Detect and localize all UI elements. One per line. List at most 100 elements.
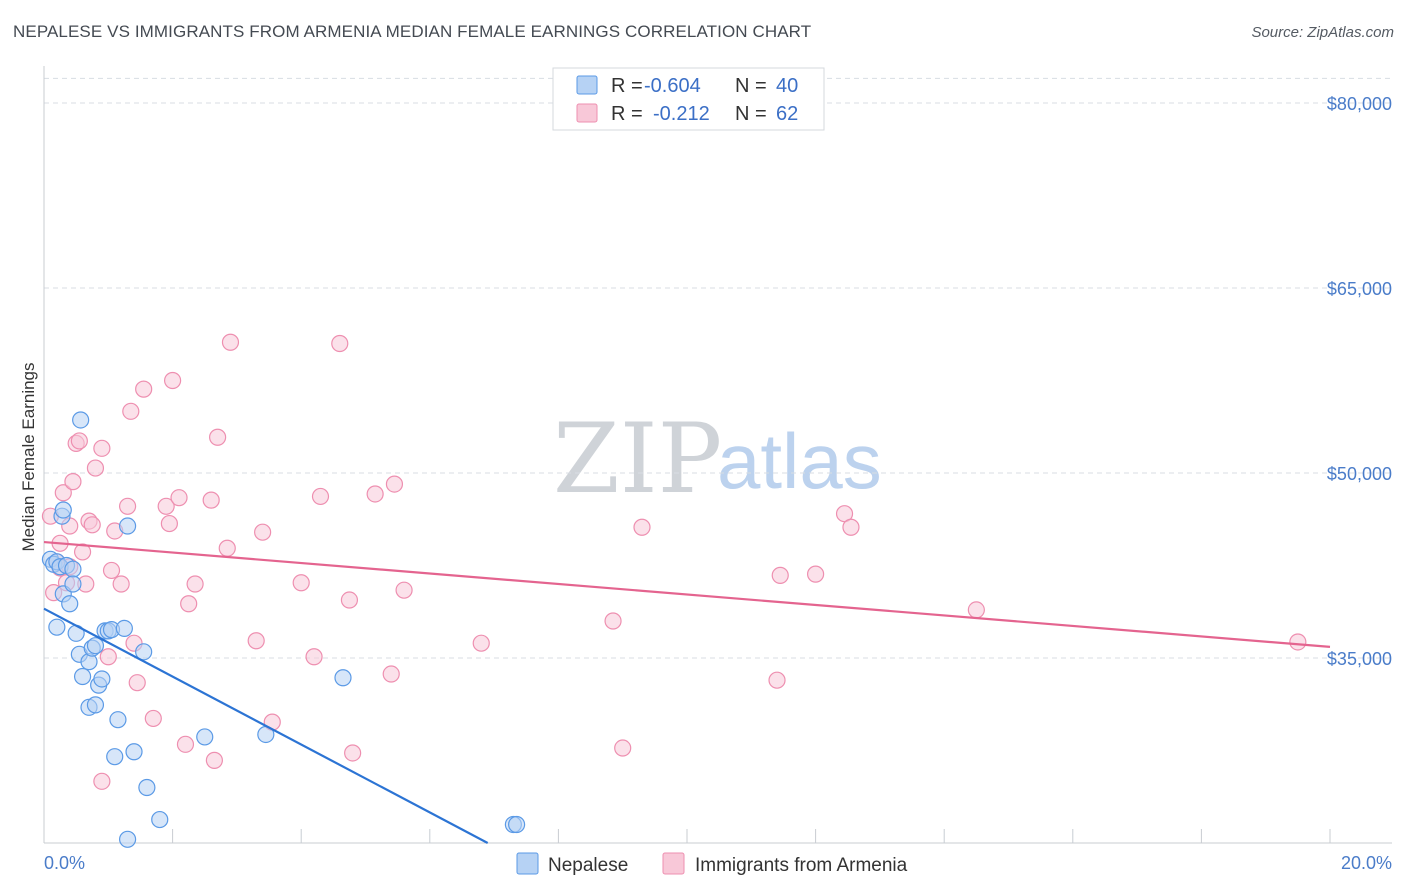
point-nepalese-31 bbox=[118, 517, 137, 535]
legend-n-label-nepalese: N = bbox=[735, 75, 767, 97]
y-tick-label-1: $50,000 bbox=[1327, 464, 1392, 484]
point-armenia-40 bbox=[221, 333, 240, 351]
point-armenia-20 bbox=[102, 561, 121, 580]
point-armenia-38 bbox=[209, 428, 227, 446]
legend-swatch-nepalese bbox=[576, 75, 598, 95]
point-armenia-34 bbox=[180, 595, 198, 613]
point-armenia-41 bbox=[247, 632, 265, 650]
series-nepalese-points bbox=[41, 411, 526, 848]
point-armenia-27 bbox=[135, 380, 153, 398]
point-armenia-58 bbox=[768, 671, 786, 689]
point-armenia-12 bbox=[73, 543, 92, 561]
point-nepalese-33 bbox=[138, 778, 156, 797]
point-nepalese-34 bbox=[151, 810, 169, 829]
point-armenia-9 bbox=[64, 473, 82, 491]
legend-r-value-armenia: -0.212 bbox=[653, 103, 710, 125]
series-legend-label-nepalese: Nepalese bbox=[548, 855, 628, 876]
point-armenia-62 bbox=[842, 518, 860, 536]
point-armenia-32 bbox=[170, 489, 188, 507]
point-armenia-5 bbox=[54, 484, 72, 502]
point-armenia-19 bbox=[99, 648, 117, 666]
point-armenia-22 bbox=[112, 575, 130, 593]
point-armenia-35 bbox=[186, 575, 204, 593]
point-armenia-31 bbox=[164, 371, 182, 390]
y-axis-label: Median Female Earnings bbox=[19, 363, 38, 552]
legend-n-value-armenia: 62 bbox=[776, 103, 798, 125]
point-nepalese-11 bbox=[64, 575, 82, 593]
y-tick-label-2: $65,000 bbox=[1327, 279, 1392, 299]
series-legend-swatch-armenia bbox=[662, 852, 685, 875]
point-armenia-63 bbox=[967, 601, 985, 619]
point-nepalese-10 bbox=[64, 560, 82, 578]
point-armenia-57 bbox=[633, 518, 651, 536]
trend-line-nepalese bbox=[43, 607, 489, 844]
point-armenia-47 bbox=[331, 334, 349, 353]
point-nepalese-25 bbox=[106, 748, 124, 766]
point-armenia-16 bbox=[86, 459, 105, 477]
series-legend: Nepalese Immigrants from Armenia bbox=[516, 852, 908, 876]
point-armenia-30 bbox=[160, 514, 178, 533]
point-nepalese-14 bbox=[73, 667, 92, 686]
point-armenia-45 bbox=[305, 648, 323, 666]
legend-r-value-nepalese: -0.604 bbox=[644, 75, 701, 97]
point-nepalese-7 bbox=[54, 501, 72, 519]
point-armenia-53 bbox=[395, 581, 413, 599]
x-tick-label-max: 20.0% bbox=[1341, 853, 1392, 873]
point-nepalese-29 bbox=[118, 830, 137, 848]
trend-line-armenia bbox=[43, 540, 1331, 648]
point-armenia-56 bbox=[614, 739, 632, 757]
point-nepalese-18 bbox=[86, 637, 105, 655]
legend-r-label-armenia: R = bbox=[611, 103, 643, 125]
point-nepalese-5 bbox=[48, 618, 66, 636]
point-armenia-15 bbox=[83, 516, 101, 534]
point-armenia-49 bbox=[344, 744, 362, 762]
point-armenia-18 bbox=[93, 772, 111, 790]
watermark-atlas: atlas bbox=[717, 417, 882, 505]
legend-swatch-armenia bbox=[576, 103, 598, 123]
stats-legend-box bbox=[552, 67, 825, 131]
point-armenia-29 bbox=[157, 497, 175, 515]
point-nepalese-30 bbox=[72, 411, 90, 429]
point-nepalese-21 bbox=[93, 670, 111, 688]
point-armenia-17 bbox=[93, 439, 111, 457]
point-armenia-51 bbox=[382, 665, 400, 683]
series-legend-label-armenia: Immigrants from Armenia bbox=[695, 855, 908, 876]
point-nepalese-37 bbox=[334, 669, 352, 687]
point-nepalese-32 bbox=[135, 643, 153, 661]
x-tick-label-min: 0.0% bbox=[44, 853, 85, 873]
point-armenia-42 bbox=[254, 523, 272, 541]
trend-lines bbox=[43, 540, 1331, 844]
point-armenia-44 bbox=[292, 574, 310, 592]
legend-n-value-nepalese: 40 bbox=[776, 75, 798, 97]
point-nepalese-39 bbox=[508, 815, 526, 834]
series-legend-swatch-nepalese bbox=[516, 852, 539, 875]
point-armenia-48 bbox=[340, 591, 359, 609]
watermark-zip: ZIP bbox=[553, 403, 722, 515]
y-tick-label-3: $80,000 bbox=[1327, 94, 1392, 114]
point-armenia-23 bbox=[118, 497, 137, 515]
point-armenia-64 bbox=[1289, 633, 1307, 651]
point-armenia-54 bbox=[472, 634, 490, 652]
y-tick-labels: $35,000 $50,000 $65,000 $80,000 bbox=[1327, 94, 1392, 669]
y-tick-label-0: $35,000 bbox=[1327, 649, 1392, 669]
point-nepalese-19 bbox=[86, 696, 105, 714]
point-nepalese-26 bbox=[109, 711, 127, 729]
source-label: Source: ZipAtlas.com bbox=[1251, 24, 1394, 41]
gridlines bbox=[44, 77, 1392, 659]
point-nepalese-28 bbox=[125, 743, 143, 761]
point-armenia-55 bbox=[604, 612, 622, 630]
point-armenia-24 bbox=[122, 402, 140, 420]
point-nepalese-27 bbox=[115, 619, 133, 638]
point-armenia-46 bbox=[311, 487, 330, 506]
point-armenia-11 bbox=[70, 432, 88, 450]
legend-r-label-nepalese: R = bbox=[611, 75, 643, 97]
point-armenia-28 bbox=[144, 709, 162, 728]
point-armenia-50 bbox=[366, 485, 384, 503]
x-tick-marks bbox=[43, 829, 1331, 843]
point-armenia-36 bbox=[202, 491, 220, 509]
point-armenia-59 bbox=[771, 566, 789, 584]
point-armenia-26 bbox=[128, 674, 146, 692]
point-nepalese-9 bbox=[61, 595, 79, 613]
point-armenia-39 bbox=[218, 539, 236, 557]
